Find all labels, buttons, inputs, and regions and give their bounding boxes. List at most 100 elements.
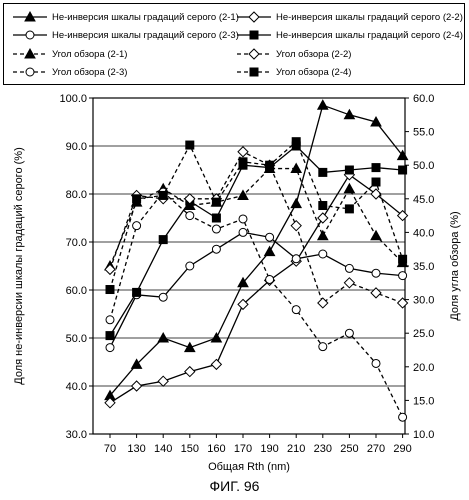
data-point	[399, 272, 407, 280]
data-point	[211, 359, 221, 369]
y2-axis-title: Доля угла обзора (%)	[449, 211, 461, 320]
data-point	[399, 166, 407, 174]
y2-tick-label: 15.0	[413, 395, 434, 407]
data-point	[239, 158, 247, 166]
data-point	[318, 298, 328, 308]
data-point	[399, 255, 407, 263]
data-point	[186, 141, 194, 149]
series-5	[105, 164, 408, 270]
data-point	[344, 278, 354, 288]
data-point	[265, 247, 275, 256]
data-point	[266, 161, 274, 169]
y2-tick-label: 35.0	[413, 261, 434, 273]
data-point	[105, 264, 115, 274]
y2-tick-label: 40.0	[413, 227, 434, 239]
y-tick-label: 80.0	[66, 189, 87, 201]
data-point	[319, 250, 327, 258]
series-line	[110, 146, 403, 336]
series-6	[105, 147, 408, 308]
y-tick-label: 70.0	[66, 237, 87, 249]
data-point	[239, 228, 247, 236]
data-point	[238, 147, 248, 157]
data-point	[371, 288, 381, 298]
data-point	[106, 344, 114, 352]
data-point	[319, 343, 327, 351]
data-point	[106, 332, 114, 340]
data-point	[372, 269, 380, 277]
y-tick-label: 30.0	[66, 429, 87, 441]
data-point	[345, 166, 353, 174]
x-tick-label: 140	[154, 443, 172, 455]
series-2	[105, 170, 408, 408]
data-point	[185, 343, 195, 352]
data-point	[266, 233, 274, 241]
x-tick-label: 230	[314, 443, 332, 455]
data-point	[185, 367, 195, 377]
data-point	[158, 333, 168, 342]
series-line	[110, 175, 403, 403]
x-tick-label: 250	[340, 443, 358, 455]
data-point	[132, 381, 142, 391]
data-point	[186, 212, 194, 220]
x-tick-label: 170	[234, 443, 252, 455]
series-line	[110, 152, 403, 303]
y2-tick-label: 30.0	[413, 295, 434, 307]
data-point	[133, 195, 141, 203]
y2-tick-label: 10.0	[413, 429, 434, 441]
data-point	[345, 205, 353, 213]
y2-tick-label: 20.0	[413, 362, 434, 374]
y-tick-label: 90.0	[66, 141, 87, 153]
x-tick-label: 190	[260, 443, 278, 455]
data-point	[106, 286, 114, 294]
y2-tick-label: 25.0	[413, 328, 434, 340]
y2-tick-label: 55.0	[413, 127, 434, 139]
x-axis-title: Общая Rth (nm)	[208, 461, 290, 473]
data-point	[133, 288, 141, 296]
data-point	[292, 138, 300, 146]
y-tick-label: 40.0	[66, 381, 87, 393]
data-point	[133, 222, 141, 230]
data-point	[345, 329, 353, 337]
data-point	[212, 245, 220, 253]
y2-tick-label: 60.0	[413, 93, 434, 105]
data-point	[372, 359, 380, 367]
figure-caption: ФИГ. 96	[0, 478, 469, 494]
data-point	[239, 215, 247, 223]
data-point	[292, 306, 300, 314]
x-tick-label: 210	[287, 443, 305, 455]
data-point	[372, 178, 380, 186]
x-tick-label: 270	[367, 443, 385, 455]
x-tick-label: 160	[207, 443, 225, 455]
data-point	[399, 413, 407, 421]
x-tick-label: 150	[181, 443, 199, 455]
x-tick-label: 290	[393, 443, 411, 455]
data-point	[319, 168, 327, 176]
y-tick-label: 60.0	[66, 285, 87, 297]
data-point	[211, 333, 221, 342]
x-tick-label: 130	[127, 443, 145, 455]
data-point	[292, 255, 300, 263]
y2-tick-label: 50.0	[413, 160, 434, 172]
data-point	[318, 213, 328, 223]
data-point	[159, 191, 167, 199]
data-point	[318, 231, 328, 240]
data-point	[371, 231, 381, 240]
y-tick-label: 100.0	[59, 93, 87, 105]
data-point	[212, 214, 220, 222]
data-point	[106, 316, 114, 324]
data-point	[344, 110, 354, 119]
data-point	[212, 225, 220, 233]
x-tick-label: 70	[104, 443, 116, 455]
data-point	[345, 264, 353, 272]
data-point	[291, 199, 301, 208]
data-point	[159, 236, 167, 244]
data-point	[319, 202, 327, 210]
series-line	[110, 169, 403, 266]
y-tick-label: 50.0	[66, 333, 87, 345]
data-point	[318, 100, 328, 109]
data-point	[159, 293, 167, 301]
data-point	[186, 262, 194, 270]
y-axis-title: Доля не-инверсии шкалы градаций серого (…	[13, 147, 25, 384]
series-4	[106, 142, 407, 340]
y2-tick-label: 45.0	[413, 194, 434, 206]
